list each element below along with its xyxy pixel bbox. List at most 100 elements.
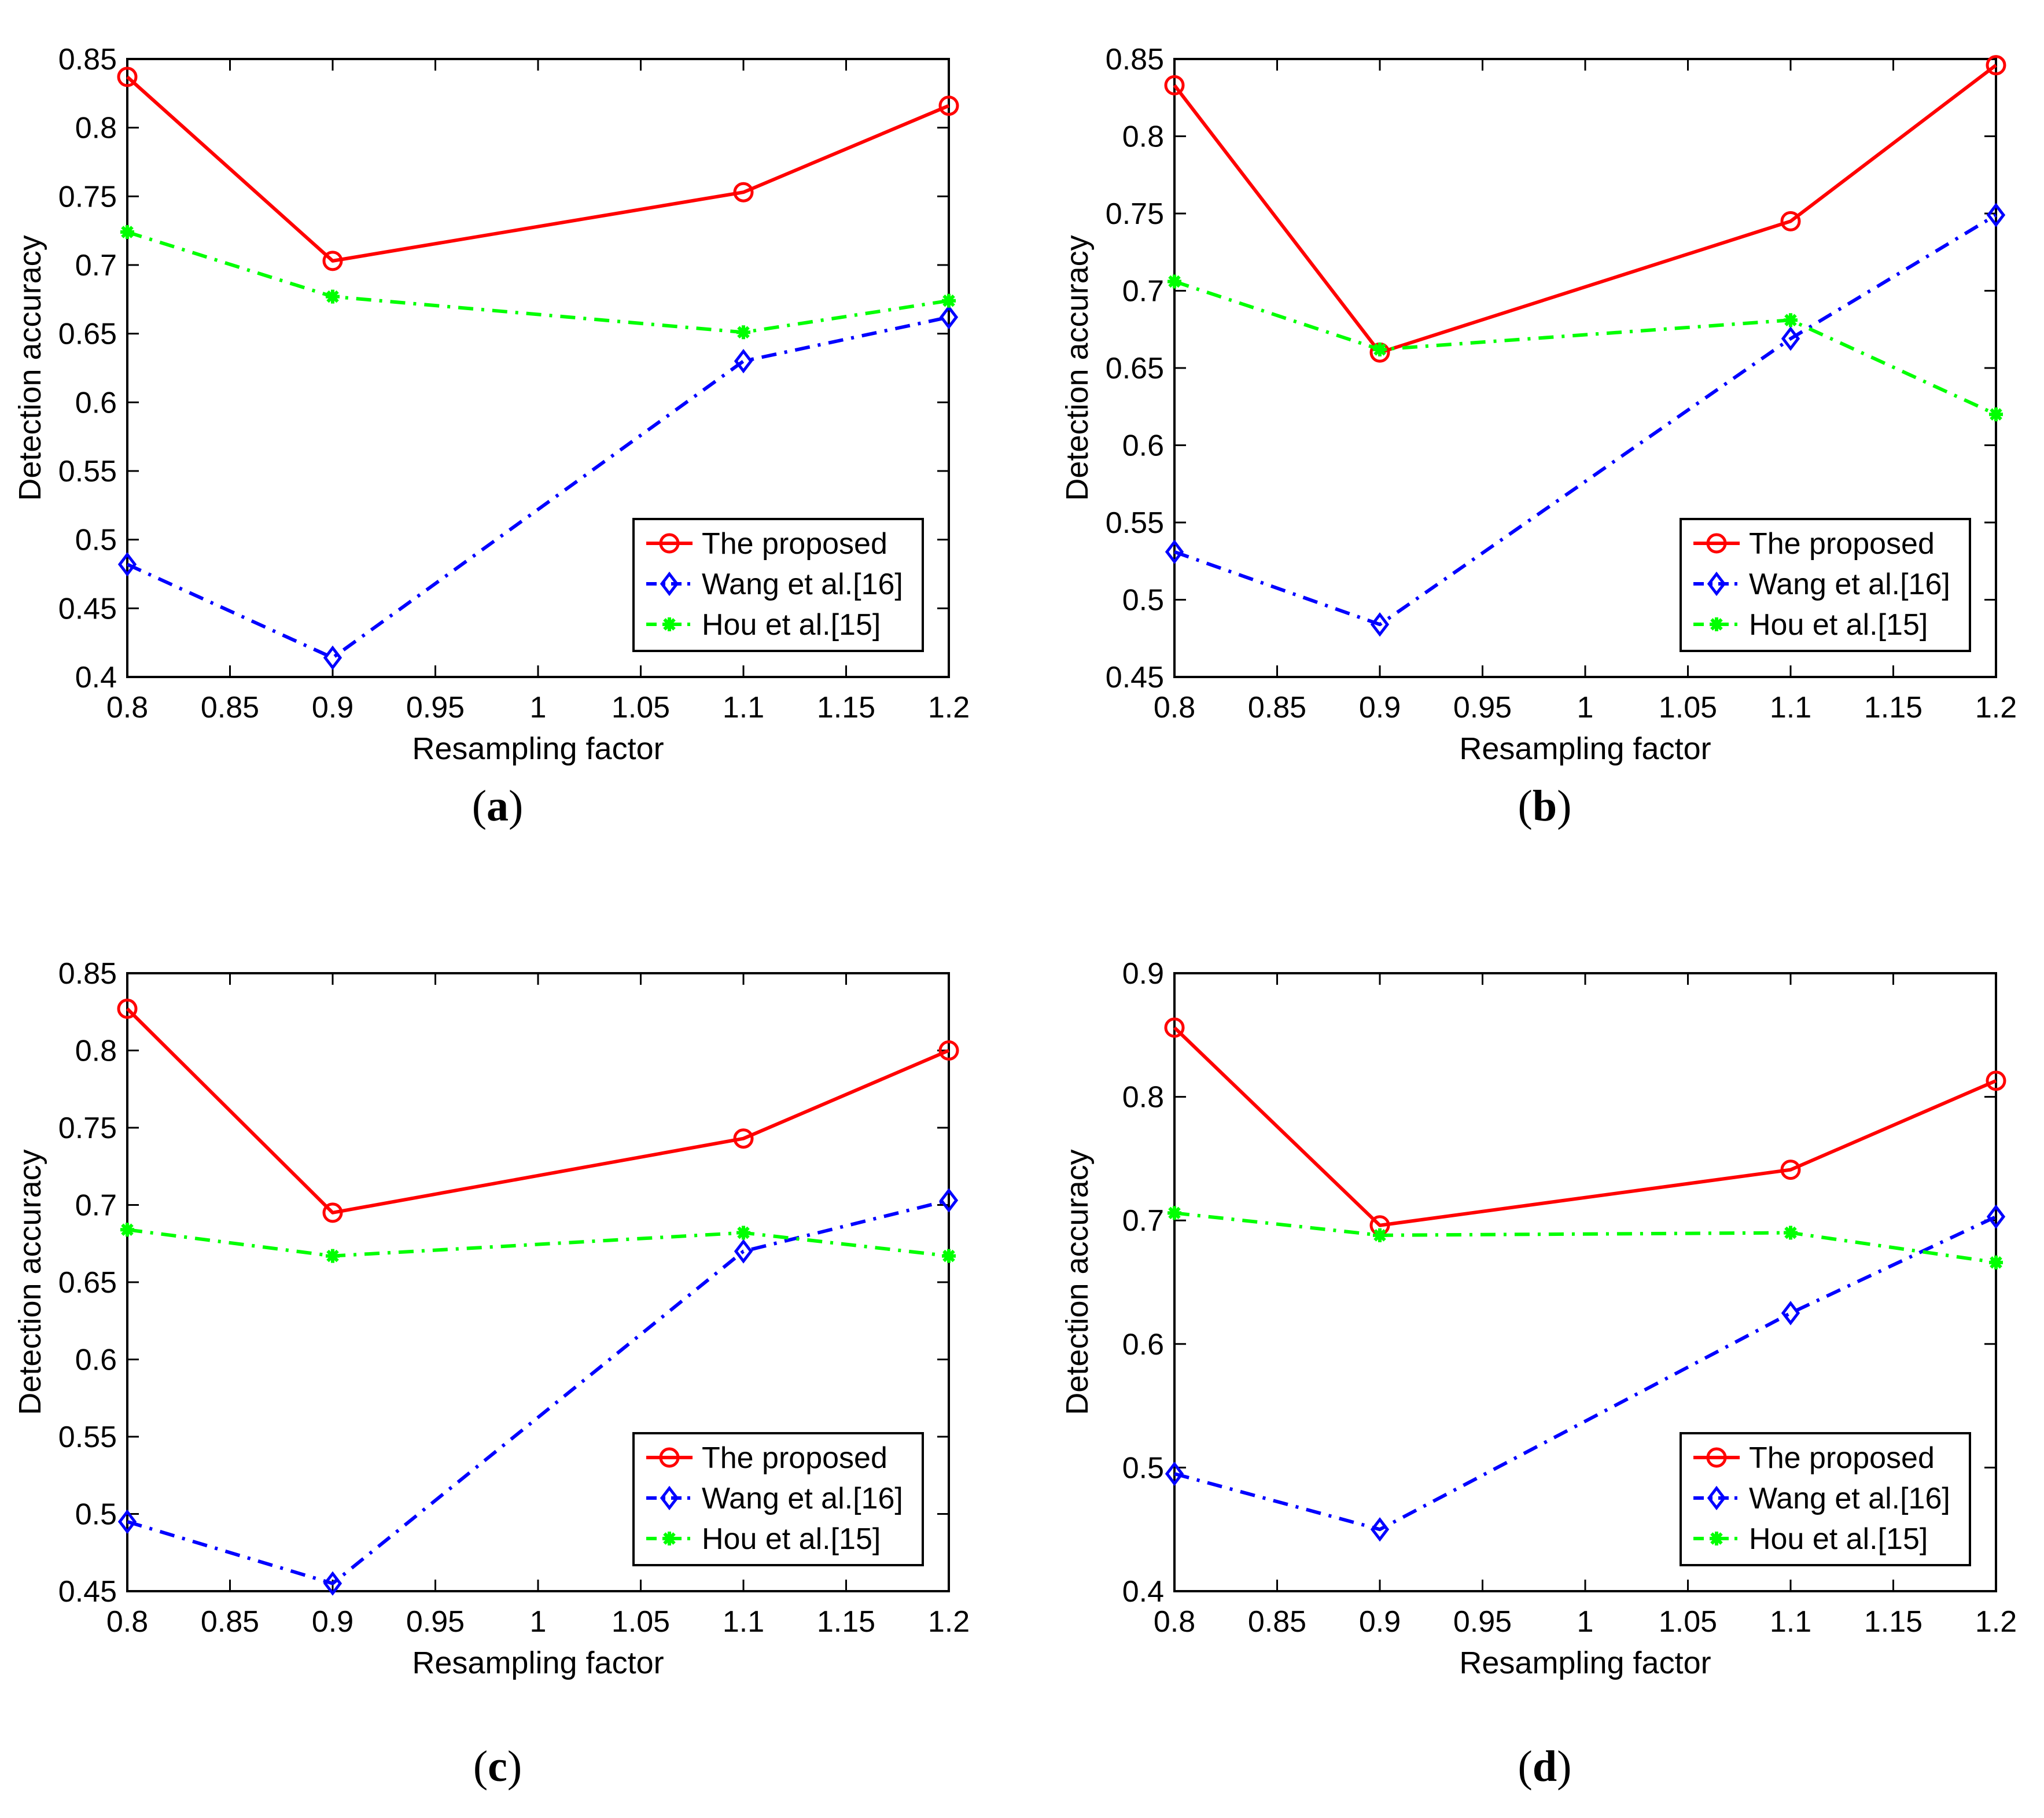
series-2 <box>117 1188 959 1596</box>
panel-caption-c: (c) <box>473 1742 522 1791</box>
series-3 <box>1168 1206 2003 1269</box>
data-point <box>942 1249 956 1263</box>
data-point <box>736 1226 750 1240</box>
data-point <box>1986 55 2006 76</box>
data-point <box>1989 407 2003 422</box>
data-point <box>1168 1206 1181 1220</box>
data-point <box>1989 1255 2003 1269</box>
x-tick-label: 0.95 <box>1453 1605 1512 1639</box>
data-point <box>1370 1517 1390 1542</box>
data-point <box>1986 1070 2006 1091</box>
axes-box <box>1173 972 1997 1592</box>
legend: The proposed Wang et al.[16] Hou et al.[15… <box>1680 1432 1971 1566</box>
panel-caption-d: (d) <box>1518 1742 1572 1791</box>
data-point <box>323 1571 342 1596</box>
data-point <box>117 552 137 577</box>
series-line <box>1173 64 1997 355</box>
data-point <box>120 1223 134 1237</box>
y-tick-label: 0.45 <box>58 592 117 625</box>
y-tick-label: 0.7 <box>1122 275 1164 308</box>
x-tick-label: 0.95 <box>1453 691 1512 724</box>
legend-marker <box>660 1485 679 1511</box>
x-tick-label: 1.05 <box>1659 691 1717 724</box>
y-tick-label: 0.6 <box>1122 1328 1164 1361</box>
line-chart-b: 0.8 0.85 0.9 0.95 1 1.05 1.1 1.15 1.2 0.45 0.5 0.55… <box>1060 43 2017 766</box>
x-tick-label: 0.85 <box>1248 691 1306 724</box>
series-3 <box>120 225 956 340</box>
series-line <box>127 230 949 334</box>
series-line <box>126 75 950 263</box>
data-point <box>1780 1160 1801 1180</box>
y-axis-label: Detection accuracy <box>13 1149 47 1415</box>
line-chart-d: 0.8 0.85 0.9 0.95 1 1.05 1.1 1.15 1.2 0.4 0.5 0.6 0.… <box>1060 957 2017 1680</box>
legend-marker <box>662 1532 676 1545</box>
series-1 <box>1164 55 2006 363</box>
legend-marker <box>1710 1532 1723 1545</box>
x-tick-label: 1.05 <box>612 691 670 724</box>
legend-label: Hou et al.[15] <box>1749 608 1928 642</box>
y-tick-label: 0.8 <box>1122 1081 1164 1114</box>
legend-box <box>632 518 924 652</box>
legend-label: Hou et al.[15] <box>702 608 881 642</box>
x-tick-label: 1.1 <box>1770 691 1811 724</box>
caption-letter-c: c <box>488 1742 507 1791</box>
data-point <box>1784 1226 1798 1240</box>
axes-box <box>126 58 950 678</box>
caption-letter-b: b <box>1532 782 1557 830</box>
data-point <box>117 998 138 1019</box>
y-tick-label: 0.85 <box>58 43 117 76</box>
data-point <box>322 1202 343 1223</box>
x-tick-label: 1.1 <box>723 691 764 724</box>
chart-panel-d: 0.8 0.85 0.9 0.95 1 1.05 1.1 1.15 1.2 0.4 0.5 0.6 0.… <box>1047 926 2042 1791</box>
x-tick-label: 1 <box>1577 1605 1594 1639</box>
y-tick-label: 0.5 <box>1122 584 1164 617</box>
x-tick-label: 0.95 <box>406 1605 465 1639</box>
series-line <box>126 315 949 660</box>
x-tick-label: 0.8 <box>1154 1605 1195 1639</box>
data-point <box>939 305 959 330</box>
y-tick-label: 0.8 <box>75 112 117 145</box>
data-point <box>323 645 342 670</box>
data-point <box>733 1128 754 1149</box>
data-point <box>1781 1301 1800 1326</box>
y-tick-label: 0.65 <box>58 1266 117 1300</box>
x-tick-label: 1 <box>530 691 547 724</box>
x-tick-label: 1.15 <box>1864 1605 1923 1639</box>
x-tick-label: 1.2 <box>928 1605 970 1639</box>
data-point <box>938 95 959 116</box>
legend-item: Hou et al.[15] <box>1693 1522 1928 1556</box>
y-tick-label: 0.5 <box>75 524 117 557</box>
legend-label: Hou et al.[15] <box>702 1522 881 1556</box>
legend-box <box>1680 1432 1971 1566</box>
y-tick-label: 0.55 <box>58 455 117 488</box>
legend-marker <box>659 533 680 554</box>
data-point <box>1373 342 1387 356</box>
data-point <box>1780 211 1801 231</box>
data-point <box>1164 75 1185 95</box>
legend-item: Wang et al.[16] <box>646 568 903 601</box>
data-point <box>1165 539 1184 564</box>
y-tick-label: 0.8 <box>75 1035 117 1068</box>
y-tick-label: 0.75 <box>58 1112 117 1145</box>
legend-marker <box>659 1447 680 1468</box>
legend-box <box>632 1432 924 1566</box>
data-point <box>938 1040 959 1061</box>
legend-label: Wang et al.[16] <box>1749 1482 1950 1515</box>
data-point <box>1168 274 1181 289</box>
x-axis-label: Resampling factor <box>1459 731 1711 766</box>
y-tick-label: 0.6 <box>75 386 117 419</box>
y-tick-label: 0.4 <box>1122 1575 1164 1609</box>
data-point <box>117 1509 137 1534</box>
data-point <box>734 1239 753 1264</box>
legend-marker <box>1706 533 1727 554</box>
x-tick-label: 0.9 <box>312 1605 353 1639</box>
data-point <box>326 289 340 304</box>
x-tick-label: 1.1 <box>723 1605 764 1639</box>
data-point <box>734 349 753 374</box>
series-2 <box>1165 1204 2006 1542</box>
data-point <box>1986 1204 2006 1229</box>
data-point <box>117 67 138 87</box>
series-line <box>1174 279 1997 416</box>
x-axis-label: Resampling factor <box>412 731 664 766</box>
y-tick-label: 0.85 <box>1106 43 1164 76</box>
